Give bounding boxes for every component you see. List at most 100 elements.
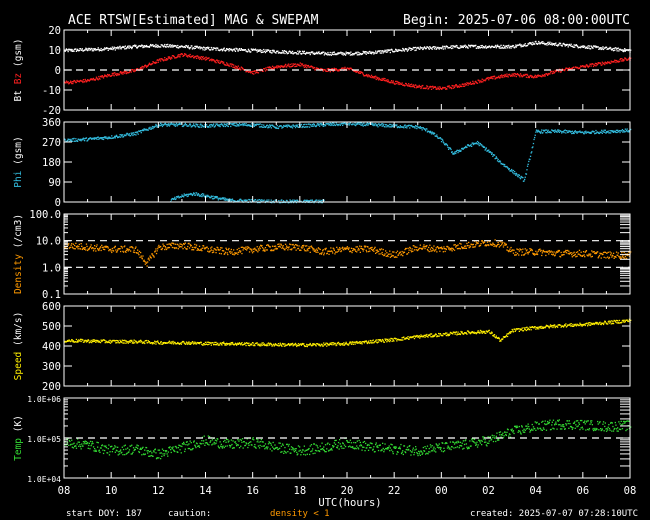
data-point bbox=[304, 123, 306, 125]
data-point bbox=[568, 67, 570, 69]
data-point bbox=[560, 130, 562, 133]
data-point bbox=[148, 128, 151, 130]
data-point bbox=[260, 50, 262, 52]
data-point bbox=[582, 45, 584, 47]
data-point bbox=[382, 340, 384, 342]
data-point bbox=[135, 68, 138, 70]
data-point bbox=[308, 123, 310, 125]
data-point bbox=[331, 52, 333, 54]
data-point bbox=[535, 253, 538, 255]
data-point bbox=[621, 58, 623, 60]
data-point bbox=[181, 342, 183, 344]
data-point bbox=[535, 250, 537, 252]
data-point bbox=[267, 344, 269, 347]
data-point bbox=[466, 46, 468, 48]
data-point bbox=[178, 54, 181, 56]
data-point bbox=[334, 68, 336, 70]
data-point bbox=[426, 333, 428, 336]
data-point bbox=[246, 50, 248, 52]
data-point bbox=[131, 46, 133, 49]
data-point bbox=[247, 124, 250, 127]
data-point bbox=[630, 128, 632, 131]
data-point bbox=[283, 50, 285, 52]
data-point bbox=[605, 257, 607, 259]
data-point bbox=[167, 246, 169, 249]
data-point bbox=[401, 50, 403, 52]
data-point bbox=[114, 246, 116, 248]
data-point bbox=[482, 47, 484, 49]
data-point bbox=[466, 146, 468, 148]
data-point bbox=[325, 247, 327, 249]
data-point bbox=[128, 71, 131, 73]
data-point bbox=[230, 125, 232, 128]
data-point bbox=[201, 58, 203, 61]
data-point bbox=[128, 134, 130, 136]
data-point bbox=[575, 251, 578, 254]
data-point bbox=[300, 246, 303, 248]
data-point bbox=[597, 251, 599, 253]
data-point bbox=[437, 86, 439, 88]
data-point bbox=[251, 49, 253, 51]
data-point bbox=[348, 69, 350, 71]
data-point bbox=[568, 250, 570, 252]
data-point bbox=[310, 199, 312, 201]
data-point bbox=[387, 340, 390, 342]
data-point bbox=[405, 83, 407, 85]
data-point bbox=[273, 249, 275, 252]
data-point bbox=[487, 76, 489, 79]
data-point bbox=[121, 135, 123, 137]
data-point bbox=[281, 247, 283, 249]
data-point bbox=[104, 245, 106, 247]
data-point bbox=[288, 124, 290, 126]
data-point bbox=[353, 249, 355, 251]
data-point bbox=[544, 251, 546, 253]
data-point bbox=[241, 342, 243, 344]
data-point bbox=[225, 344, 227, 346]
data-point bbox=[259, 123, 261, 125]
data-point bbox=[105, 47, 108, 49]
data-point bbox=[231, 341, 234, 344]
data-point bbox=[346, 248, 348, 250]
data-point bbox=[104, 136, 106, 138]
data-point bbox=[303, 248, 305, 250]
data-point bbox=[333, 248, 335, 250]
data-point bbox=[200, 193, 202, 196]
data-point bbox=[125, 342, 127, 344]
data-point bbox=[442, 141, 444, 143]
data-point bbox=[428, 334, 430, 336]
data-point bbox=[273, 50, 275, 52]
data-point bbox=[555, 42, 557, 44]
data-point bbox=[111, 48, 113, 50]
data-point bbox=[286, 126, 288, 128]
data-point bbox=[286, 245, 288, 247]
data-point bbox=[168, 246, 171, 249]
data-point bbox=[429, 244, 431, 246]
data-point bbox=[418, 335, 420, 338]
data-point bbox=[282, 52, 284, 54]
data-point bbox=[82, 79, 85, 81]
data-point bbox=[209, 124, 211, 126]
data-point bbox=[587, 45, 589, 47]
data-point bbox=[370, 76, 372, 78]
data-point bbox=[446, 45, 449, 48]
data-point bbox=[282, 126, 284, 128]
data-point bbox=[375, 78, 377, 81]
data-point bbox=[604, 47, 606, 49]
data-point bbox=[237, 68, 239, 70]
data-point bbox=[251, 71, 253, 73]
data-point bbox=[606, 131, 608, 133]
data-point bbox=[341, 247, 343, 249]
data-point bbox=[397, 50, 399, 52]
data-point bbox=[356, 54, 358, 56]
data-point bbox=[320, 201, 322, 204]
data-point bbox=[207, 194, 209, 196]
data-point bbox=[506, 75, 509, 77]
data-point bbox=[534, 75, 536, 78]
data-point bbox=[352, 343, 354, 345]
data-point bbox=[360, 247, 362, 249]
data-point bbox=[200, 56, 202, 58]
data-point bbox=[66, 339, 69, 342]
data-point bbox=[367, 340, 370, 342]
data-point bbox=[305, 64, 307, 66]
data-point bbox=[430, 47, 433, 49]
